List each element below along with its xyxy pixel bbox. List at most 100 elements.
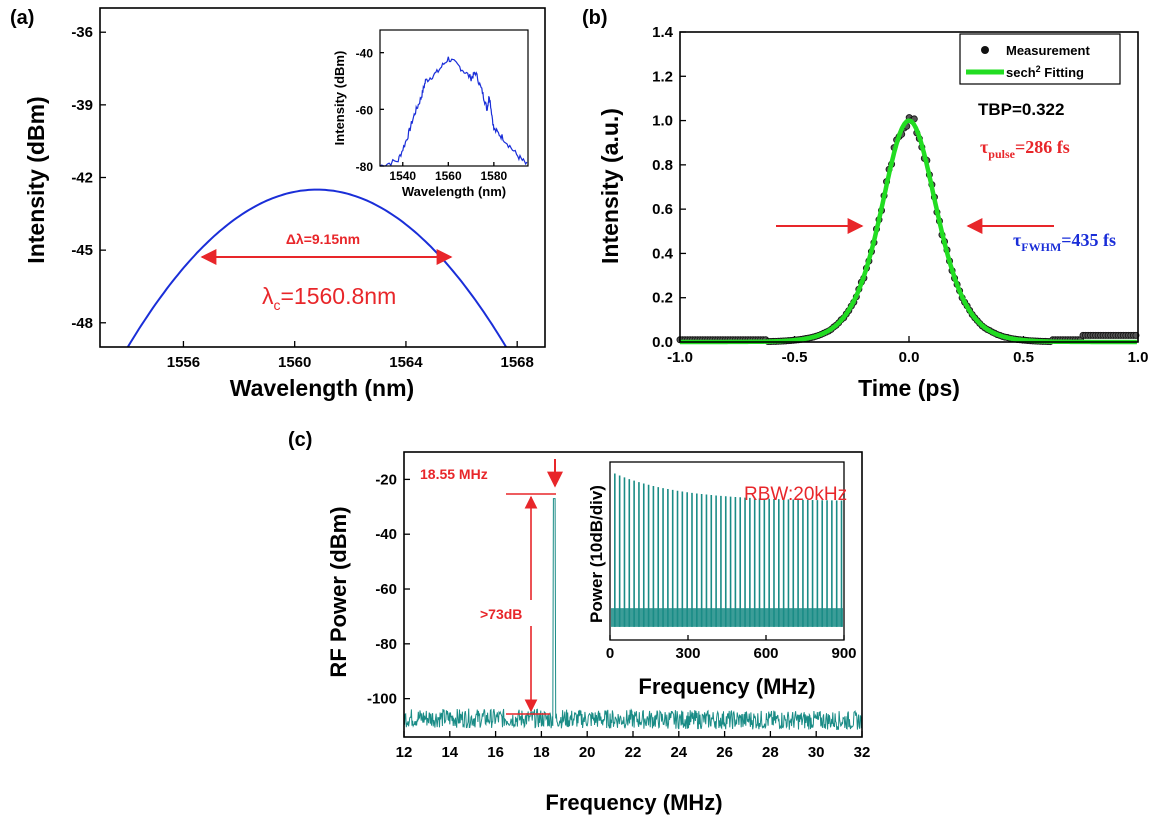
y-tick-label: -36: [71, 24, 93, 41]
panel-c-xlabel: Frequency (MHz): [545, 790, 722, 815]
legend-fitting-sup: 2: [1036, 64, 1041, 74]
pulse-sub: pulse: [988, 147, 1015, 161]
panel-a-label: (a): [10, 7, 34, 29]
x-tick-label: 0.5: [1013, 349, 1034, 366]
y-tick-label: -60: [375, 581, 397, 598]
x-tick-label: 16: [487, 744, 504, 761]
y-tick-label: -60: [356, 103, 374, 117]
y-tick-label: 0.4: [652, 245, 674, 262]
legend-fitting-name: sech: [1006, 65, 1036, 80]
panel-c-inset-frame: [609, 461, 845, 641]
y-tick-label: 0.0: [652, 334, 673, 351]
x-tick-label: 1560: [278, 354, 311, 371]
inset-spectrum-line: [379, 56, 528, 167]
panel-a-inset: 1540 1560 1580 -40 -60 -80 Wavelength (nm) In…: [332, 29, 529, 199]
x-tick-label: -0.5: [782, 349, 808, 366]
x-tick-label: 1568: [501, 354, 534, 371]
legend-fitting: sech2 Fitting: [1006, 64, 1084, 80]
y-tick-label: -20: [375, 471, 397, 488]
y-tick-label: 1.4: [652, 24, 674, 41]
panel-c-inset: 0 300 600 900 Frequency (MHz) Power (10dB/d…: [587, 461, 857, 699]
x-tick-label: 32: [854, 744, 871, 761]
y-tick-label: -40: [375, 526, 397, 543]
x-tick-label: 26: [716, 744, 733, 761]
snr-annotation: >73dB: [480, 606, 522, 622]
x-tick-label: 1580: [480, 169, 507, 183]
x-tick-label: 24: [670, 744, 687, 761]
pulse-tau: τ: [980, 137, 989, 157]
y-tick-label: -80: [356, 160, 374, 174]
panel-c-frame: [403, 451, 863, 738]
inset-noise-floor: [611, 608, 843, 627]
y-tick-label: 1.2: [652, 68, 673, 85]
panel-b-ylabel: Intensity (a.u.): [597, 108, 623, 264]
pulse-suffix: =286 fs: [1015, 137, 1070, 157]
fwhm-suffix: =435 fs: [1061, 230, 1116, 250]
panel-c: (c) 12 14 16 18 20 22 24 26 28 30 32 -20 -40 -60 -80 -1…: [288, 429, 870, 815]
x-tick-label: 1.0: [1128, 349, 1149, 366]
x-tick-label: 22: [625, 744, 642, 761]
panel-c-inset-xlabel: Frequency (MHz): [638, 674, 815, 699]
y-tick-label: -39: [71, 97, 93, 114]
y-tick-label: 1.0: [652, 113, 673, 130]
rep-rate-annotation: 18.55 MHz: [420, 466, 488, 482]
y-tick-label: -100: [367, 691, 397, 708]
panel-b-legend: Measurement sech2 Fitting: [959, 33, 1121, 85]
panel-a-inset-ylabel: Intensity (dBm): [332, 51, 347, 146]
center-sub: c: [274, 297, 281, 313]
x-tick-label: 12: [396, 744, 413, 761]
bandwidth-annotation: Δλ=9.15nm: [286, 231, 360, 247]
panel-c-label: (c): [288, 429, 312, 451]
panel-c-inset-plot: 0 300 600 900: [606, 473, 857, 662]
panel-c-inset-ylabel: Power (10dB/div): [587, 485, 606, 623]
x-tick-label: 1556: [167, 354, 200, 371]
rf-spectrum-line: [403, 498, 863, 730]
panel-b-xlabel: Time (ps): [858, 375, 960, 401]
panel-c-plot: 12 14 16 18 20 22 24 26 28 30 32 -20 -40 -60 -80 -100: [367, 471, 870, 761]
pulse-annotation: τpulse=286 fs: [980, 137, 1070, 161]
x-tick-label: 28: [762, 744, 779, 761]
legend-fitting-rest: Fitting: [1041, 65, 1084, 80]
x-tick-label: -1.0: [667, 349, 693, 366]
panel-b: (b) -1.0 -0.5 0.0 0.5 1.0 0.0 0.2 0.4 0.6 0.8 1.0 1…: [582, 7, 1148, 401]
x-tick-label: 30: [808, 744, 825, 761]
y-tick-label: -80: [375, 636, 397, 653]
inset-x-tick-label: 900: [831, 645, 856, 662]
panel-a-inset-xlabel: Wavelength (nm): [402, 184, 506, 199]
center-prefix: λ: [262, 283, 274, 309]
x-tick-label: 14: [441, 744, 458, 761]
rbw-annotation: RBW:20kHz: [744, 484, 847, 505]
panel-a: (a) 1556 1560 1564 1568 -36 -39 -42 -45 -48 Wave…: [10, 7, 546, 401]
y-tick-label: 0.8: [652, 157, 673, 174]
tbp-annotation: TBP=0.322: [978, 100, 1064, 119]
center-wavelength-annotation: λc=1560.8nm: [262, 283, 396, 313]
x-tick-label: 20: [579, 744, 596, 761]
center-suffix: =1560.8nm: [281, 283, 397, 309]
fwhm-annotation: τFWHM=435 fs: [1013, 230, 1116, 254]
panel-b-frame: [679, 31, 1139, 343]
panel-a-inset-frame: [379, 29, 529, 167]
fwhm-sub: FWHM: [1021, 240, 1061, 254]
panel-b-label: (b): [582, 7, 608, 29]
panel-a-ylabel: Intensity (dBm): [23, 96, 49, 263]
fwhm-tau: τ: [1013, 230, 1022, 250]
x-tick-label: 1564: [389, 354, 423, 371]
legend-measurement: Measurement: [1006, 43, 1090, 58]
panel-c-ylabel: RF Power (dBm): [326, 506, 351, 677]
y-tick-label: -42: [71, 170, 93, 187]
y-tick-label: 0.2: [652, 290, 673, 307]
inset-x-tick-label: 300: [675, 645, 700, 662]
spectrum-line: [126, 188, 507, 347]
legend-marker-measurement: [981, 46, 989, 54]
panel-a-inset-plot: 1540 1560 1580 -40 -60 -80: [356, 47, 528, 183]
panel-a-xlabel: Wavelength (nm): [230, 375, 414, 401]
inset-x-tick-label: 0: [606, 645, 614, 662]
x-tick-label: 1560: [435, 169, 462, 183]
x-tick-label: 0.0: [899, 349, 920, 366]
y-tick-label: -40: [356, 47, 374, 61]
y-tick-label: -48: [71, 315, 93, 332]
y-tick-label: -45: [71, 242, 93, 259]
x-tick-label: 1540: [389, 169, 416, 183]
inset-x-tick-label: 600: [753, 645, 778, 662]
